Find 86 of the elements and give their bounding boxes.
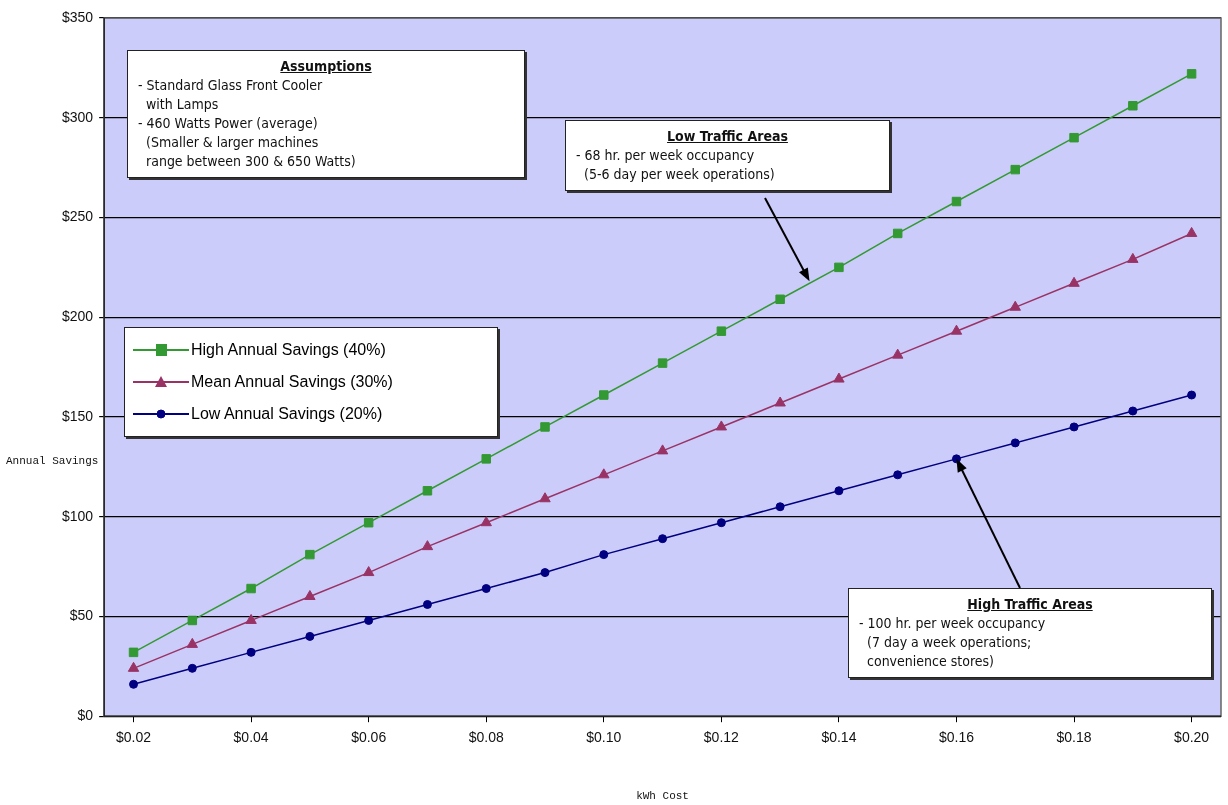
y-tick-label: $50 — [69, 607, 94, 624]
callout-box: Assumptions - Standard Glass Front Cooler with Lamps - 460 Watts Power (average) (Smaller & larger machines range between 300 & 650 Watts) — [127, 50, 525, 178]
point — [305, 631, 315, 641]
point — [1010, 438, 1020, 448]
point — [1069, 422, 1079, 432]
y-tick-label: $300 — [61, 108, 94, 125]
point — [421, 540, 434, 551]
x-tick-label: $0.10 — [586, 729, 622, 746]
point — [422, 486, 433, 496]
x-tick-label: $0.20 — [1174, 729, 1210, 746]
point — [657, 358, 668, 368]
point — [363, 517, 374, 528]
point — [656, 444, 669, 455]
point — [304, 590, 316, 601]
point — [1127, 252, 1139, 263]
point — [129, 679, 139, 689]
point — [599, 550, 609, 560]
legend-label: Low Annual Savings (20%) — [191, 405, 383, 423]
annotation: Low Traffic Areas - 68 hr. per week occupancy (5-6 day per week operations) — [576, 127, 789, 184]
point — [245, 613, 257, 624]
annotation: Assumptions - Standard Glass Front Cooler with Lamps - 460 Watts Power (average) (Smaller & larger machines range between 300 & 650 Watts) — [138, 57, 373, 171]
point — [186, 637, 199, 648]
point — [599, 390, 609, 400]
point — [893, 470, 903, 480]
legend-label: High Annual Savings (40%) — [191, 341, 386, 359]
point — [1010, 164, 1021, 175]
point — [1185, 226, 1198, 237]
x-axis-title: kWh Cost — [636, 789, 689, 802]
point — [1009, 300, 1021, 311]
point — [1068, 276, 1080, 287]
point — [246, 647, 256, 657]
point — [539, 492, 551, 503]
point — [1069, 132, 1079, 143]
point — [598, 468, 610, 479]
point — [775, 294, 785, 305]
point — [1186, 69, 1197, 79]
point — [775, 502, 785, 512]
point — [1128, 101, 1138, 111]
point — [246, 583, 256, 594]
x-tick-label: $0.04 — [233, 729, 269, 746]
point — [481, 584, 491, 594]
point — [481, 454, 491, 464]
point — [364, 615, 374, 625]
point — [1187, 390, 1197, 400]
point — [715, 420, 728, 431]
point — [892, 228, 903, 239]
point — [892, 348, 904, 359]
point — [716, 326, 727, 336]
legend-label: Mean Annual Savings (30%) — [191, 373, 393, 391]
y-axis-title: Annual Savings — [6, 455, 99, 468]
callout-box: Low Traffic Areas - 68 hr. per week occupancy (5-6 day per week operations) — [565, 120, 890, 191]
x-tick-label: $0.02 — [116, 729, 152, 746]
x-tick-label: $0.16 — [938, 729, 975, 746]
point — [716, 518, 726, 528]
y-tick-label: $350 — [61, 8, 94, 25]
point — [540, 568, 550, 578]
point — [1128, 406, 1138, 416]
y-tick-label: $0 — [77, 707, 94, 724]
point — [834, 262, 844, 273]
point — [950, 324, 963, 335]
point — [305, 549, 315, 560]
point — [951, 196, 962, 207]
point — [187, 663, 197, 673]
callout-box: High Traffic Areas - 100 hr. per week occupancy (7 day a week operations; convenience stores) — [848, 588, 1212, 678]
point — [128, 647, 139, 658]
point — [480, 516, 492, 527]
point — [362, 566, 375, 577]
point — [833, 372, 845, 383]
point — [834, 486, 844, 496]
point — [187, 615, 198, 626]
point — [658, 534, 668, 544]
point — [540, 422, 550, 432]
y-tick-label: $150 — [61, 407, 94, 424]
x-tick-label: $0.14 — [821, 729, 857, 746]
annotation: High Traffic Areas - 100 hr. per week occupancy (7 day a week operations; convenience stores) — [859, 595, 1094, 671]
point — [127, 661, 140, 672]
point — [422, 599, 432, 609]
y-tick-label: $200 — [61, 308, 94, 325]
x-tick-label: $0.18 — [1056, 729, 1092, 746]
y-tick-label: $250 — [61, 208, 94, 225]
point — [774, 396, 786, 407]
x-tick-label: $0.08 — [468, 729, 504, 746]
x-tick-label: $0.12 — [703, 729, 740, 746]
y-tick-label: $100 — [61, 507, 94, 524]
x-tick-label: $0.06 — [351, 729, 387, 746]
point — [951, 454, 961, 464]
